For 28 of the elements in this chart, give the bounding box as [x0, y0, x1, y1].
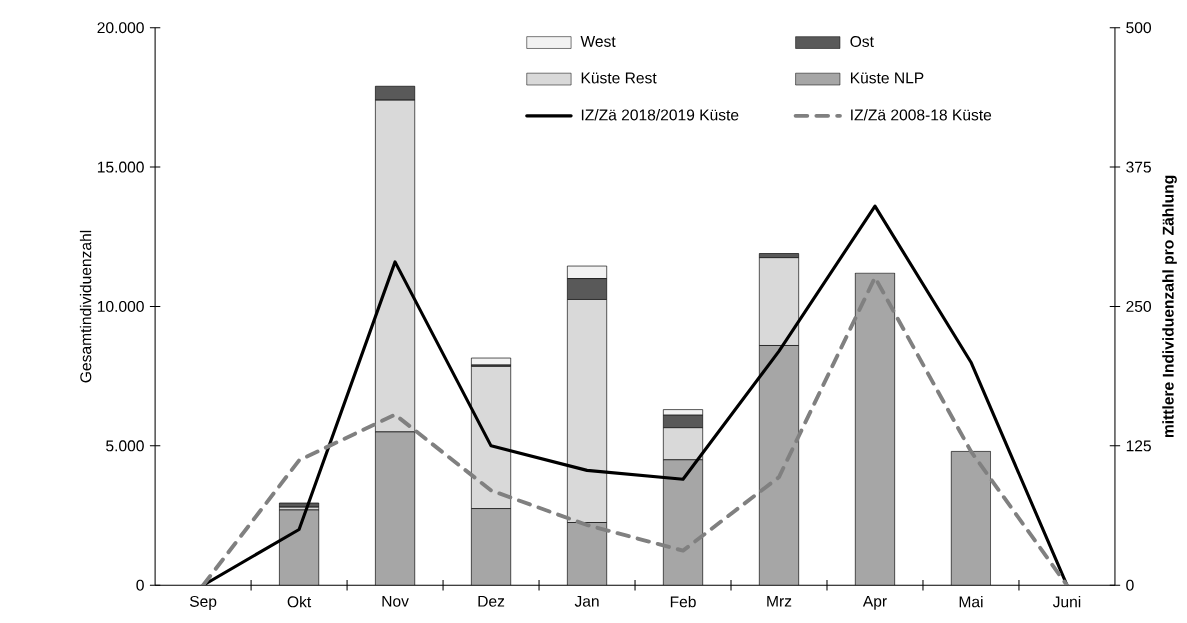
x-tick-label: Nov	[382, 595, 409, 607]
y2-tick-label: 125	[1126, 440, 1151, 452]
y2-tick-label: 375	[1126, 161, 1151, 173]
y2-tick-label: 500	[1126, 22, 1152, 34]
x-tick-label: Mrz	[767, 595, 792, 607]
legend-label: West	[580, 36, 616, 47]
y-tick-label: 15.000	[97, 161, 144, 173]
y-tick-label: 0	[136, 579, 144, 591]
x-tick-label: Sep	[189, 595, 217, 610]
y2-tick-label: 250	[1126, 300, 1152, 312]
legend-label: IZ/Zä 2008-18 Küste	[851, 109, 992, 121]
x-tick-label: Feb	[670, 595, 696, 608]
x-tick-label: Jan	[574, 595, 599, 607]
x-tick-label: Okt	[287, 595, 312, 608]
legend-label: Küste NLP	[850, 72, 924, 84]
x-tick-label: Dez	[478, 595, 505, 607]
x-tick-label: Juni	[1052, 595, 1081, 608]
legend-label: IZ/Zä 2018/2019 Küste	[581, 109, 739, 121]
y-axis-title: Gesamtindividuenzahl	[79, 230, 92, 383]
y2-axis-title: mittlere Individuenzahl pro Zählung	[1162, 175, 1177, 438]
legend-label: Ost	[850, 35, 874, 47]
x-tick-label: Mai	[959, 595, 983, 608]
legend-label: Küste Rest	[581, 72, 657, 84]
y-tick-label: 5.000	[106, 440, 144, 452]
y-tick-label: 10.000	[97, 300, 144, 312]
y2-tick-label: 0	[1126, 579, 1134, 591]
y-tick-label: 20.000	[97, 22, 144, 34]
x-tick-label: Apr	[862, 595, 887, 610]
